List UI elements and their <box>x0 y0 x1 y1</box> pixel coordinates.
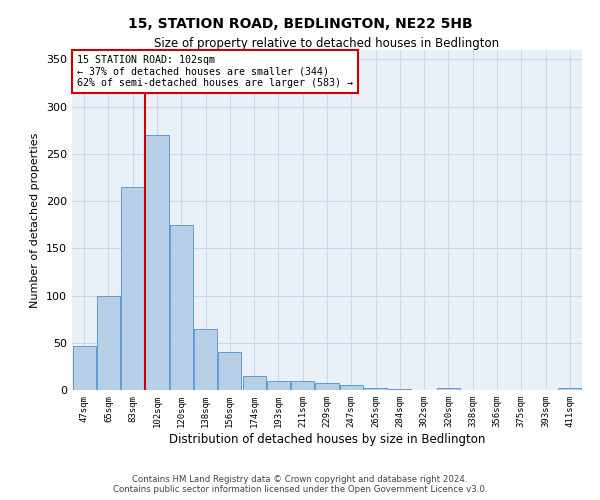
Bar <box>267 380 290 390</box>
Bar <box>437 388 460 390</box>
Bar <box>291 380 314 390</box>
Text: Contains HM Land Registry data © Crown copyright and database right 2024.
Contai: Contains HM Land Registry data © Crown c… <box>113 474 487 494</box>
Bar <box>218 352 241 390</box>
Bar <box>97 296 120 390</box>
Bar <box>73 346 95 390</box>
Y-axis label: Number of detached properties: Number of detached properties <box>31 132 40 308</box>
Bar <box>170 224 193 390</box>
Bar <box>242 376 266 390</box>
Bar <box>121 187 144 390</box>
X-axis label: Distribution of detached houses by size in Bedlington: Distribution of detached houses by size … <box>169 432 485 446</box>
Bar <box>388 389 412 390</box>
Bar <box>194 328 217 390</box>
Bar <box>145 135 169 390</box>
Bar <box>316 384 338 390</box>
Text: 15, STATION ROAD, BEDLINGTON, NE22 5HB: 15, STATION ROAD, BEDLINGTON, NE22 5HB <box>128 18 472 32</box>
Bar <box>340 386 363 390</box>
Title: Size of property relative to detached houses in Bedlington: Size of property relative to detached ho… <box>154 37 500 50</box>
Bar <box>364 388 387 390</box>
Bar <box>559 388 581 390</box>
Text: 15 STATION ROAD: 102sqm
← 37% of detached houses are smaller (344)
62% of semi-d: 15 STATION ROAD: 102sqm ← 37% of detache… <box>77 55 353 88</box>
